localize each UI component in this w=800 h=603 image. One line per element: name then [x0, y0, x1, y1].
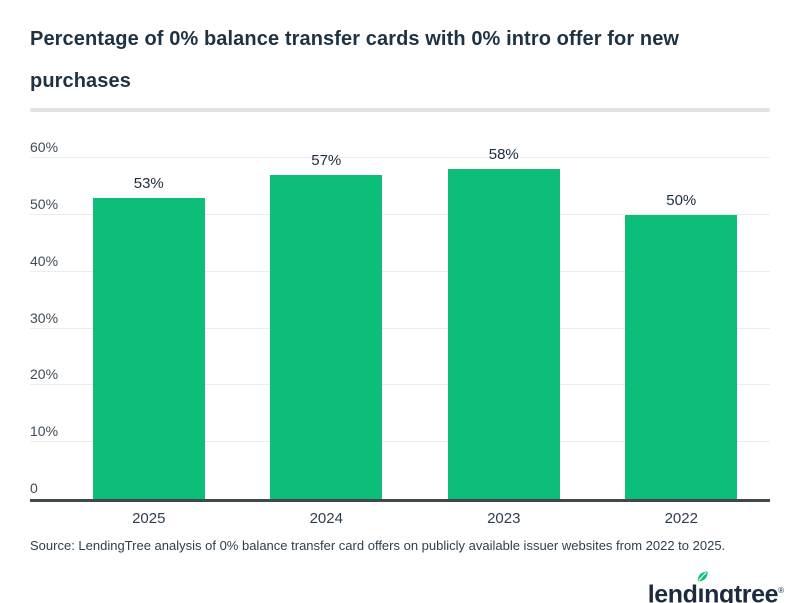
title-divider — [30, 108, 770, 112]
bar-value-label-2022: 50% — [666, 191, 697, 209]
chart-card: Percentage of 0% balance transfer cards … — [0, 18, 800, 603]
logo-letter-i: ı — [697, 571, 708, 603]
gridline-20 — [30, 384, 770, 386]
logo-text-pre: lend — [647, 580, 698, 603]
x-tick-label-2023: 2023 — [487, 510, 521, 527]
bar-value-label-2023: 58% — [488, 146, 519, 164]
bar-value-label-2025: 53% — [133, 174, 164, 192]
x-tick-label-2025: 2025 — [132, 510, 166, 527]
source-note: Source: LendingTree analysis of 0% balan… — [30, 538, 726, 553]
leaf-icon — [697, 571, 708, 582]
gridline-40 — [30, 270, 770, 272]
y-tick-label-30: 30% — [30, 309, 59, 326]
lendingtree-logo: lend ıngtree® — [648, 566, 784, 603]
chart-title: Percentage of 0% balance transfer cards … — [30, 28, 680, 92]
y-tick-label-40: 40% — [30, 252, 59, 269]
gridline-10 — [30, 441, 770, 443]
bar-2025 — [92, 197, 205, 499]
bar-value-label-2024: 57% — [311, 152, 342, 170]
y-tick-label-60: 60% — [30, 139, 59, 155]
y-tick-label-50: 50% — [30, 195, 59, 212]
logo-row: lend ıngtree® — [648, 566, 784, 603]
bar-2022 — [625, 214, 738, 499]
plot-area: 60% 50% 40% 30% 20% 10% 0 53% 2025 57% 2024 58% 2023… — [30, 140, 770, 527]
y-tick-label-10: 10% — [30, 423, 59, 440]
gridline-60 — [30, 157, 770, 158]
x-tick-label-2024: 2024 — [309, 510, 343, 527]
y-tick-label-20: 20% — [30, 366, 59, 383]
logo-text-post: ngtree — [704, 580, 779, 603]
bar-2023 — [447, 169, 560, 499]
y-tick-label-0: 0 — [30, 480, 38, 496]
logo-registered-mark: ® — [778, 585, 784, 595]
bar-2024 — [270, 175, 383, 499]
gridline-30 — [30, 327, 770, 329]
gridline-50 — [30, 213, 770, 215]
x-tick-label-2022: 2022 — [664, 510, 698, 527]
